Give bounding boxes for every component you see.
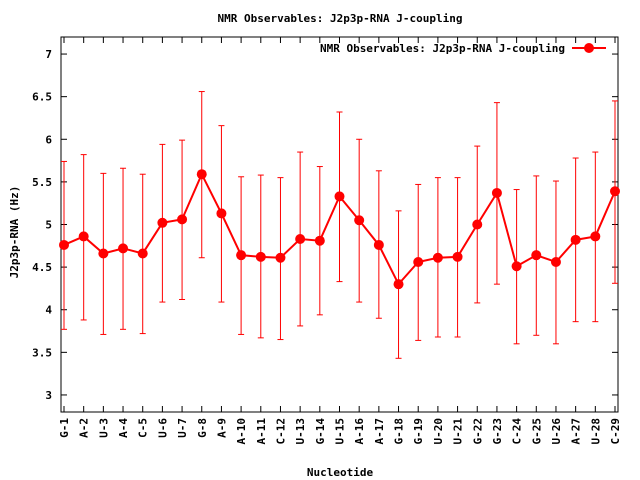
x-tick-label: U-3 (97, 418, 110, 438)
x-tick-label: U-28 (589, 418, 602, 445)
y-axis-label: J2p3p-RNA (Hz) (8, 186, 21, 279)
y-tick-label: 3.5 (32, 346, 52, 359)
x-tick-label: A-16 (353, 418, 366, 445)
x-tick-label: C-29 (609, 418, 622, 445)
data-point (550, 257, 561, 267)
data-point (452, 251, 463, 262)
x-tick-label: A-17 (373, 418, 386, 445)
x-tick-label: A-10 (235, 418, 248, 445)
data-point (354, 215, 365, 226)
x-tick-label: A-2 (78, 418, 91, 438)
data-point (373, 239, 384, 250)
x-tick-label: C-24 (511, 418, 524, 445)
error-bars (61, 91, 618, 359)
chart-title: NMR Observables: J2p3p-RNA J-coupling (217, 12, 462, 25)
data-point (590, 231, 601, 242)
data-point (236, 250, 247, 261)
x-tick-label: G-1 (58, 418, 71, 438)
data-point (393, 279, 404, 290)
y-tick-label: 4.5 (32, 261, 52, 274)
x-tick-label: C-5 (137, 418, 150, 438)
data-point (78, 231, 89, 242)
x-tick-label: G-22 (471, 418, 484, 445)
data-point (472, 219, 483, 230)
data-point (59, 239, 69, 250)
axes (60, 36, 619, 413)
data-point (196, 169, 207, 180)
legend-label: NMR Observables: J2p3p-RNA J-coupling (320, 42, 565, 55)
y-tick-label: 6 (45, 133, 52, 146)
data-point (216, 208, 227, 219)
x-tick-label: U-21 (452, 418, 465, 445)
y-tick-labels: 3 3.5 4 4.5 5 5.5 6 6.5 7 (32, 48, 52, 402)
x-tick-label: U-7 (176, 418, 189, 438)
data-point (314, 235, 325, 246)
x-tick-label: G-23 (491, 418, 504, 445)
data-point (275, 252, 286, 263)
x-tick-label: U-6 (156, 418, 169, 438)
x-tick-labels: G-1 A-2 U-3 A-4 C-5 U-6 U-7 G-8 A-9 A-10 A-11 C-12 U… (58, 418, 622, 445)
x-tick-label: A-4 (117, 418, 130, 438)
series-j-coupling (59, 169, 620, 290)
x-tick-label: G-25 (530, 418, 543, 445)
x-tick-label: A-11 (255, 418, 268, 445)
x-tick-label: U-20 (432, 418, 445, 445)
data-point (413, 257, 424, 267)
x-tick-label: G-14 (314, 418, 327, 445)
y-tick-label: 6.5 (32, 91, 52, 104)
data-point (334, 191, 345, 202)
data-point (255, 251, 266, 262)
x-tick-label: C-12 (274, 418, 287, 445)
x-tick-label: G-8 (196, 418, 209, 438)
x-tick-label: U-13 (294, 418, 307, 445)
legend-marker-swatch (584, 43, 594, 53)
y-tick-label: 7 (45, 48, 52, 61)
data-point (432, 252, 443, 263)
y-tick-label: 5.5 (32, 176, 52, 189)
y-tick-label: 4 (45, 304, 52, 317)
y-tick-label: 3 (45, 389, 52, 402)
data-point (491, 187, 502, 198)
data-point (157, 217, 168, 228)
data-point (610, 186, 620, 197)
x-tick-label: U-15 (334, 418, 347, 445)
data-point (118, 243, 129, 254)
x-tick-label: A-9 (215, 418, 228, 438)
x-tick-label: U-26 (550, 418, 563, 445)
y-tick-label: 5 (45, 219, 52, 232)
legend: NMR Observables: J2p3p-RNA J-coupling (320, 42, 606, 55)
x-tick-label: A-27 (570, 418, 583, 445)
data-point (177, 214, 188, 225)
data-point (570, 234, 581, 245)
data-point (511, 261, 522, 272)
data-point (137, 248, 148, 259)
data-point (98, 248, 109, 259)
x-tick-label: G-19 (412, 418, 425, 445)
x-axis-label: Nucleotide (307, 466, 374, 479)
x-tick-label: G-18 (393, 418, 406, 445)
data-point (295, 233, 306, 244)
data-point (531, 250, 542, 261)
